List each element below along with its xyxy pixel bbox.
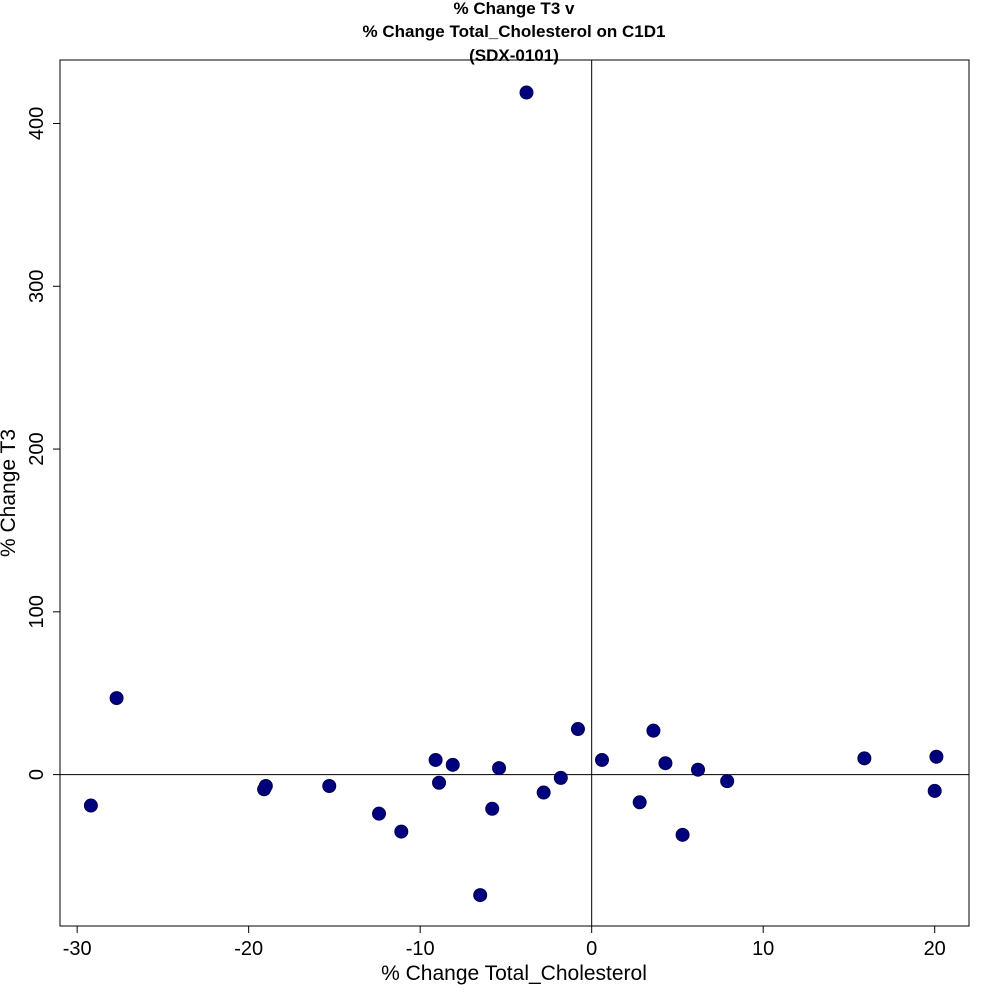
y-tick-label: 400 [26,107,48,140]
data-point [372,806,387,821]
data-point [432,775,447,790]
data-point [675,827,690,842]
data-point [927,783,942,798]
data-point [445,757,460,772]
y-tick-label: 300 [26,270,48,303]
data-point [428,752,443,767]
data-points [83,85,944,903]
y-tick-label: 200 [26,432,48,465]
x-tick-label: -10 [406,938,435,960]
chart-title-line-3: (SDX-0101) [469,46,559,65]
data-point [394,824,409,839]
data-point [83,798,98,813]
x-tick-label: 0 [586,938,597,960]
x-tick-label: 10 [752,938,774,960]
data-point [536,785,551,800]
data-point [553,770,568,785]
data-point [258,779,273,794]
data-point [485,801,500,816]
x-tick-label: -30 [63,938,92,960]
data-point [594,752,609,767]
data-point [691,762,706,777]
chart-title-line-1: % Change T3 v [454,0,575,18]
data-point [109,691,124,706]
y-tick-label: 100 [26,595,48,628]
data-point [519,85,534,100]
data-point [322,779,337,794]
y-tick-label: 0 [26,769,48,780]
data-point [492,761,507,776]
plot-area-frame [59,59,970,927]
x-axis-ticks: -30 -20 -10 0 10 20 [63,926,946,960]
x-tick-label: 20 [924,938,946,960]
chart-title-line-2: % Change Total_Cholesterol on C1D1 [363,22,666,41]
chart-title: % Change T3 v % Change Total_Cholesterol… [363,0,666,65]
y-axis-title: % Change T3 [0,429,20,557]
y-axis-ticks: 0 100 200 300 400 [26,107,60,780]
data-point [857,751,872,766]
data-point [632,795,647,810]
x-axis-title: % Change Total_Cholesterol [381,962,647,985]
data-point [658,756,673,771]
data-point [720,774,735,789]
data-point [570,722,585,737]
data-point [929,749,944,764]
data-point [473,888,488,903]
data-point [646,723,661,738]
x-tick-label: -20 [234,938,263,960]
